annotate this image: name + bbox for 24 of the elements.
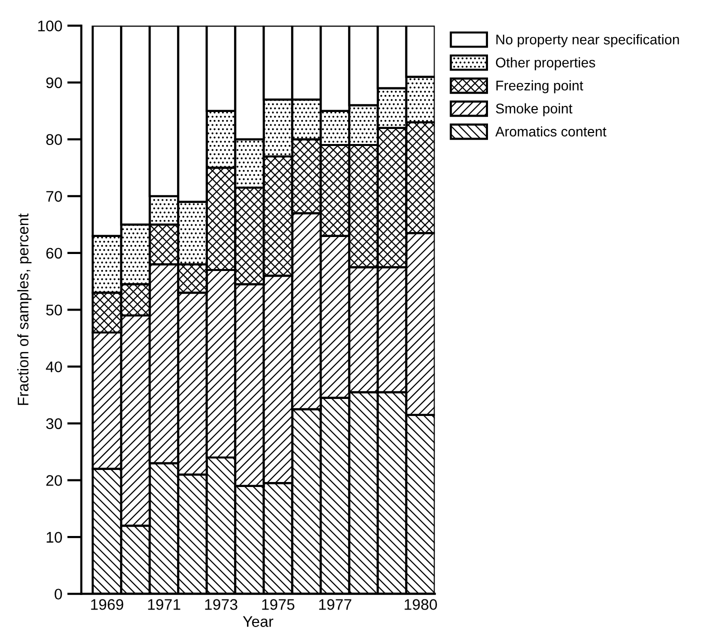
y-tick-label: 50: [46, 304, 62, 316]
legend-label: Aromatics content: [495, 126, 606, 137]
y-tick-label: 80: [46, 134, 62, 145]
x-tick-label: 1971: [148, 599, 180, 610]
legend-label: Other properties: [496, 57, 596, 70]
y-tick-label: 70: [46, 191, 62, 202]
legend-label: Freezing point: [496, 80, 584, 94]
x-tick-label: 1975: [262, 599, 294, 610]
x-tick-label: 1980: [404, 599, 437, 610]
y-tick-label: 60: [46, 248, 62, 259]
y-tick-label: 20: [46, 475, 62, 486]
x-axis-title: Year: [242, 616, 274, 627]
x-tick-label: 1973: [205, 599, 238, 610]
y-tick-label: 90: [46, 77, 62, 88]
y-tick-label: 10: [46, 532, 62, 543]
x-tick-label: 1977: [319, 599, 352, 610]
x-tick-label: 1969: [91, 599, 124, 610]
legend-label: No property near specification: [496, 34, 679, 48]
y-tick-label: 30: [46, 418, 62, 430]
y-tick-label: 0: [54, 588, 62, 600]
legend-label: Smoke point: [496, 103, 572, 116]
y-axis-title: Fraction of samples, percent: [17, 213, 32, 405]
y-tick-label: 100: [38, 20, 62, 32]
y-tick-label: 40: [46, 361, 62, 372]
